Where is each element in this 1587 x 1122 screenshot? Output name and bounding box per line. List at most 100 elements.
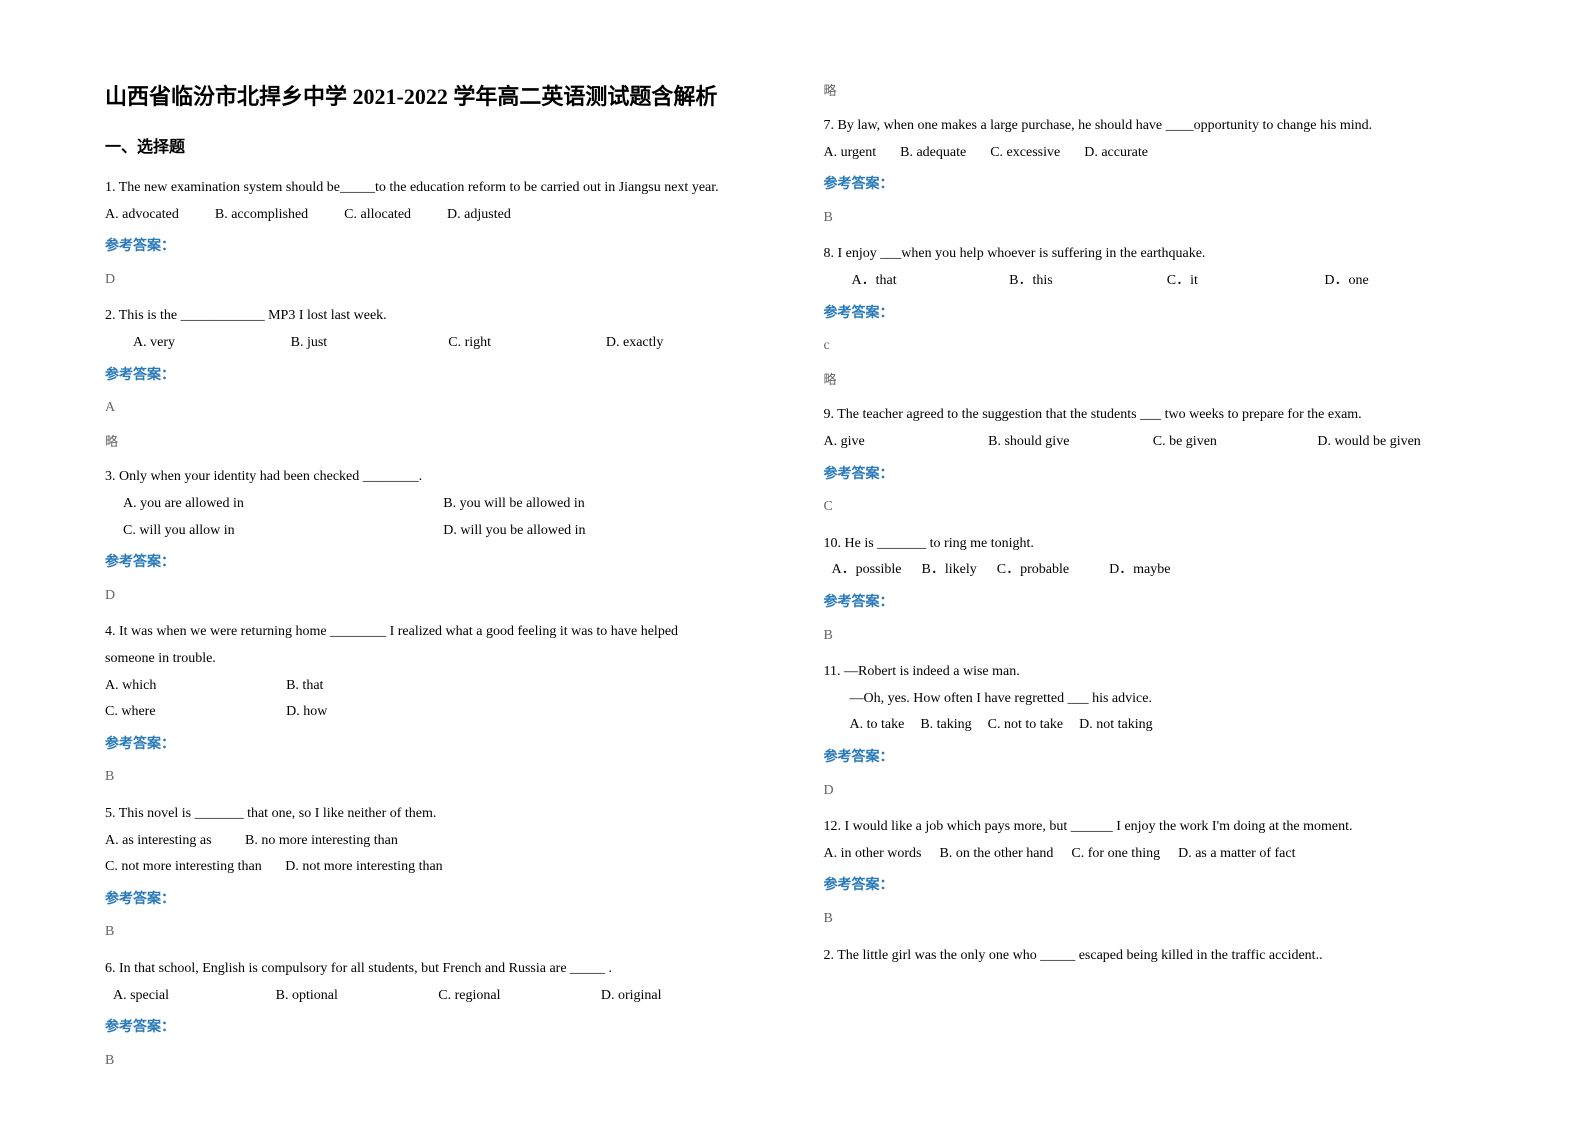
- q5-opt-a: A. as interesting as: [105, 833, 212, 848]
- q7-opt-b: B. adequate: [900, 140, 966, 167]
- document-title: 山西省临汾市北捍乡中学 2021-2022 学年高二英语测试题含解析: [105, 80, 764, 113]
- question-5: 5. This novel is _______ that one, so I …: [105, 801, 764, 946]
- q9-answer: C: [824, 494, 1483, 521]
- q8-stem: 8. I enjoy ___when you help whoever is s…: [824, 241, 1483, 268]
- question-4: 4. It was when we were returning home __…: [105, 619, 764, 791]
- q2-stem: 2. This is the ____________ MP3 I lost l…: [105, 303, 764, 330]
- answer-label: 参考答案：: [824, 873, 1483, 900]
- q12-opt-c: C. for one thing: [1071, 841, 1160, 868]
- q10-options: A．possible B．likely C．probable D．maybe: [824, 557, 1483, 584]
- q4-opt-a: A. which: [105, 673, 286, 700]
- q10-opt-a: A．possible: [832, 557, 902, 584]
- q1-opt-c: C. allocated: [344, 202, 411, 229]
- q9-options: A. give B. should give C. be given D. wo…: [824, 429, 1483, 456]
- q12-options: A. in other words B. on the other hand C…: [824, 841, 1483, 868]
- q2-answer: A: [105, 395, 764, 422]
- question-3: 3. Only when your identity had been chec…: [105, 464, 764, 609]
- q3-opt-b: B. you will be allowed in: [443, 491, 763, 518]
- q8-note: 略: [824, 368, 1483, 393]
- question-6: 6. In that school, English is compulsory…: [105, 956, 764, 1074]
- answer-label: 参考答案：: [824, 172, 1483, 199]
- q6-opt-b: B. optional: [276, 983, 439, 1010]
- q3-options: A. you are allowed in B. you will be all…: [105, 491, 764, 544]
- q11-opt-c: C. not to take: [988, 712, 1063, 739]
- q11-answer: D: [824, 778, 1483, 805]
- q3-opt-a: A. you are allowed in: [123, 491, 443, 518]
- question-8: 8. I enjoy ___when you help whoever is s…: [824, 241, 1483, 392]
- q6-opt-d: D. original: [601, 983, 764, 1010]
- q5-opt-b: B. no more interesting than: [245, 833, 398, 848]
- q9-opt-b: B. should give: [988, 429, 1153, 456]
- q3-opt-d: D. will you be allowed in: [443, 518, 763, 545]
- answer-label: 参考答案：: [824, 745, 1483, 772]
- q10-opt-d: D．maybe: [1109, 557, 1170, 584]
- q1-stem: 1. The new examination system should be_…: [105, 175, 764, 202]
- q9-opt-c: C. be given: [1153, 429, 1318, 456]
- q8-answer: c: [824, 333, 1483, 360]
- q2-opt-d: D. exactly: [606, 330, 764, 357]
- question-12: 12. I would like a job which pays more, …: [824, 814, 1483, 932]
- q5-opt-d: D. not more interesting than: [285, 859, 442, 874]
- q3-stem: 3. Only when your identity had been chec…: [105, 464, 764, 491]
- answer-label: 参考答案：: [824, 590, 1483, 617]
- q11-stem-2: —Oh, yes. How often I have regretted ___…: [824, 686, 1483, 713]
- q5-row1: A. as interesting as B. no more interest…: [105, 828, 764, 855]
- q8-opt-a: A．that: [852, 268, 1010, 295]
- q12-stem: 12. I would like a job which pays more, …: [824, 814, 1483, 841]
- left-column: 山西省临汾市北捍乡中学 2021-2022 学年高二英语测试题含解析 一、选择题…: [90, 80, 794, 1082]
- right-column: 略 7. By law, when one makes a large purc…: [794, 80, 1498, 1082]
- q7-opt-c: C. excessive: [990, 140, 1060, 167]
- q9-opt-a: A. give: [824, 429, 989, 456]
- q5-stem: 5. This novel is _______ that one, so I …: [105, 801, 764, 828]
- answer-label: 参考答案：: [105, 363, 764, 390]
- q7-opt-d: D. accurate: [1084, 140, 1148, 167]
- q9-stem: 9. The teacher agreed to the suggestion …: [824, 402, 1483, 429]
- q9-opt-d: D. would be given: [1317, 429, 1482, 456]
- q4-answer: B: [105, 764, 764, 791]
- q-last-stem: 2. The little girl was the only one who …: [824, 943, 1483, 970]
- q2-options: A. very B. just C. right D. exactly: [105, 330, 764, 357]
- q11-options: A. to take B. taking C. not to take D. n…: [824, 712, 1483, 739]
- q2-opt-c: C. right: [448, 330, 606, 357]
- q1-opt-b: B. accomplished: [215, 202, 308, 229]
- q11-opt-a: A. to take: [850, 712, 905, 739]
- q2-opt-a: A. very: [133, 330, 291, 357]
- q4-options: A. which B. that C. where D. how: [105, 673, 764, 726]
- answer-label: 参考答案：: [105, 234, 764, 261]
- q6-opt-c: C. regional: [438, 983, 601, 1010]
- q11-stem-1: 11. —Robert is indeed a wise man.: [824, 659, 1483, 686]
- q8-opt-b: B．this: [1009, 268, 1167, 295]
- answer-label: 参考答案：: [105, 732, 764, 759]
- q6-options: A. special B. optional C. regional D. or…: [105, 983, 764, 1010]
- q6-opt-a: A. special: [113, 983, 276, 1010]
- q7-stem: 7. By law, when one makes a large purcha…: [824, 113, 1483, 140]
- question-7: 7. By law, when one makes a large purcha…: [824, 113, 1483, 231]
- q12-opt-a: A. in other words: [824, 841, 922, 868]
- q5-row2: C. not more interesting than D. not more…: [105, 854, 764, 881]
- section-heading: 一、选择题: [105, 133, 764, 157]
- q7-opt-a: A. urgent: [824, 140, 877, 167]
- q6-stem: 6. In that school, English is compulsory…: [105, 956, 764, 983]
- q11-opt-d: D. not taking: [1079, 712, 1153, 739]
- q11-opt-b: B. taking: [920, 712, 971, 739]
- q2-note: 略: [105, 430, 764, 455]
- q3-opt-c: C. will you allow in: [123, 518, 443, 545]
- question-trailing: 2. The little girl was the only one who …: [824, 943, 1483, 970]
- q10-stem: 10. He is _______ to ring me tonight.: [824, 531, 1483, 558]
- q4-opt-d: D. how: [286, 699, 467, 726]
- q10-answer: B: [824, 623, 1483, 650]
- q2-opt-b: B. just: [291, 330, 449, 357]
- q4-stem-2: someone in trouble.: [105, 646, 764, 673]
- q8-opt-d: D．one: [1324, 268, 1482, 295]
- question-2: 2. This is the ____________ MP3 I lost l…: [105, 303, 764, 454]
- q12-answer: B: [824, 906, 1483, 933]
- q5-opt-c: C. not more interesting than: [105, 859, 262, 874]
- question-10: 10. He is _______ to ring me tonight. A．…: [824, 531, 1483, 649]
- q3-answer: D: [105, 583, 764, 610]
- answer-label: 参考答案：: [105, 887, 764, 914]
- answer-label: 参考答案：: [105, 1015, 764, 1042]
- q4-opt-b: B. that: [286, 673, 467, 700]
- answer-label: 参考答案：: [105, 550, 764, 577]
- answer-label: 参考答案：: [824, 301, 1483, 328]
- q6-answer: B: [105, 1048, 764, 1075]
